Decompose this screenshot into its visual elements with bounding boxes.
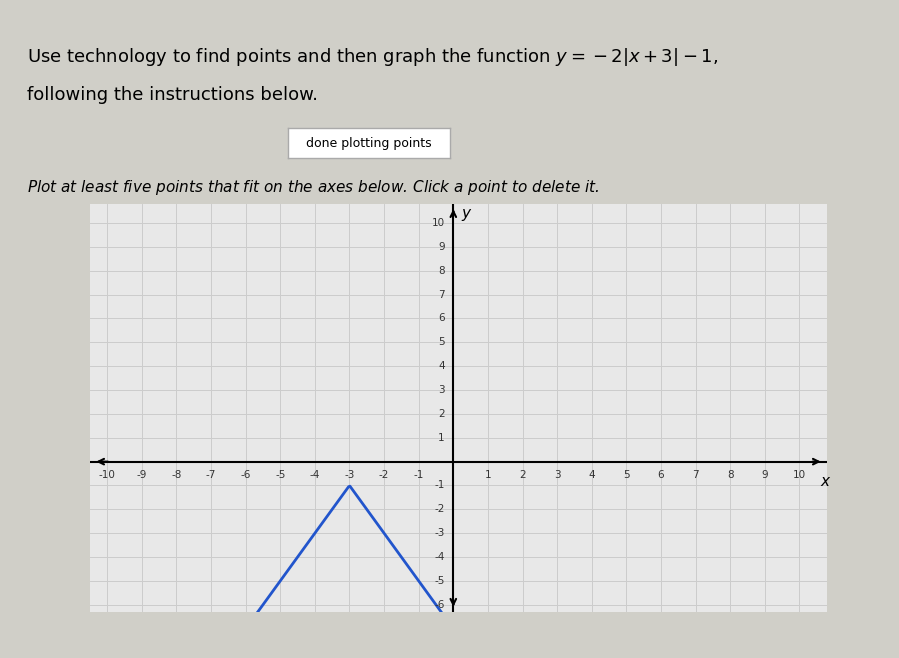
- Text: 4: 4: [438, 361, 445, 371]
- Text: done plotting points: done plotting points: [306, 137, 432, 149]
- Text: -4: -4: [434, 552, 445, 562]
- Text: -6: -6: [240, 470, 251, 480]
- Text: -2: -2: [434, 504, 445, 515]
- Text: -5: -5: [434, 576, 445, 586]
- Text: following the instructions below.: following the instructions below.: [27, 86, 318, 103]
- Text: 1: 1: [485, 470, 491, 480]
- Text: -3: -3: [344, 470, 355, 480]
- Text: -8: -8: [171, 470, 182, 480]
- Text: 10: 10: [432, 218, 445, 228]
- Text: 2: 2: [520, 470, 526, 480]
- Text: 6: 6: [438, 313, 445, 324]
- Text: -5: -5: [275, 470, 286, 480]
- Text: -10: -10: [99, 470, 116, 480]
- Text: -1: -1: [434, 480, 445, 490]
- Text: -1: -1: [414, 470, 423, 480]
- Text: 9: 9: [438, 242, 445, 252]
- Text: 5: 5: [623, 470, 629, 480]
- Text: 7: 7: [438, 290, 445, 299]
- Text: 2: 2: [438, 409, 445, 419]
- Text: 3: 3: [554, 470, 560, 480]
- Text: 4: 4: [589, 470, 595, 480]
- Text: Plot at least $\it{five}$ points that fit on the axes below. Click a point to de: Plot at least $\it{five}$ points that fi…: [27, 178, 600, 197]
- Text: 10: 10: [793, 470, 806, 480]
- Text: 8: 8: [438, 266, 445, 276]
- Text: 8: 8: [727, 470, 734, 480]
- Text: x: x: [821, 474, 830, 489]
- Text: -9: -9: [137, 470, 147, 480]
- Text: y: y: [461, 206, 470, 221]
- Text: 6: 6: [658, 470, 664, 480]
- Text: -7: -7: [206, 470, 217, 480]
- Text: -2: -2: [378, 470, 389, 480]
- Text: 9: 9: [761, 470, 768, 480]
- Text: -4: -4: [309, 470, 320, 480]
- Text: 5: 5: [438, 338, 445, 347]
- Text: 3: 3: [438, 385, 445, 395]
- Text: -6: -6: [434, 600, 445, 610]
- Text: 1: 1: [438, 433, 445, 443]
- Text: 7: 7: [692, 470, 699, 480]
- Text: -3: -3: [434, 528, 445, 538]
- Text: Use technology to find points and then graph the function $y = -2|x + 3| - 1$,: Use technology to find points and then g…: [27, 46, 718, 68]
